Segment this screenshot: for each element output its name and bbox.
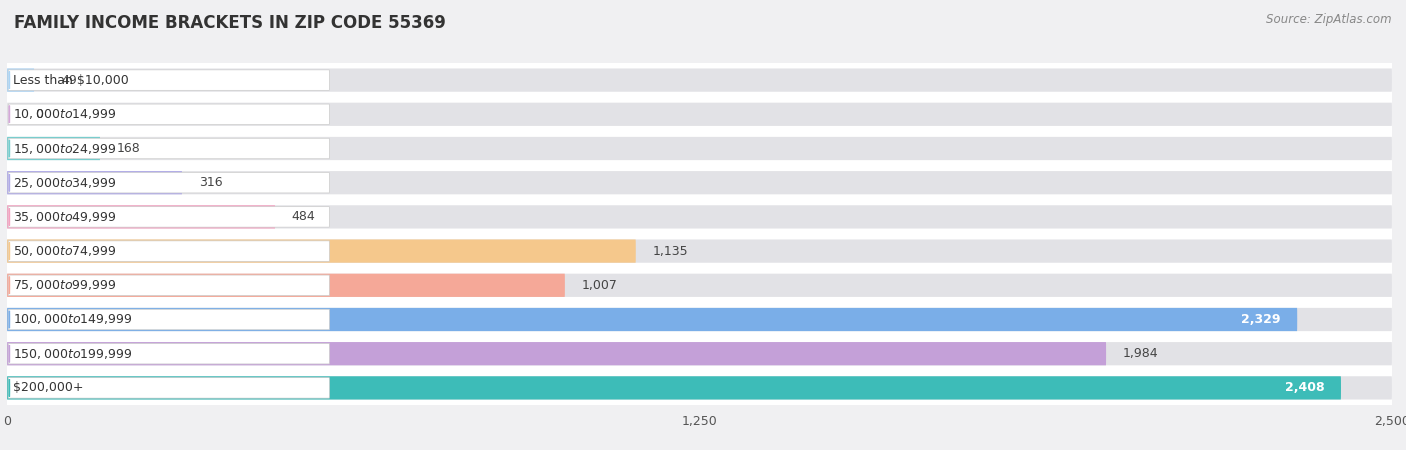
FancyBboxPatch shape bbox=[7, 308, 1298, 331]
FancyBboxPatch shape bbox=[7, 302, 1392, 337]
Text: 316: 316 bbox=[198, 176, 222, 189]
Text: $25,000 to $34,999: $25,000 to $34,999 bbox=[13, 176, 117, 190]
Text: 0: 0 bbox=[35, 108, 42, 121]
Text: 1,007: 1,007 bbox=[582, 279, 617, 292]
FancyBboxPatch shape bbox=[7, 268, 1392, 302]
Text: 49: 49 bbox=[62, 74, 77, 86]
FancyBboxPatch shape bbox=[7, 137, 100, 160]
FancyBboxPatch shape bbox=[7, 337, 1392, 371]
Text: $75,000 to $99,999: $75,000 to $99,999 bbox=[13, 278, 117, 293]
Text: $10,000 to $14,999: $10,000 to $14,999 bbox=[13, 107, 117, 122]
FancyBboxPatch shape bbox=[8, 309, 329, 330]
FancyBboxPatch shape bbox=[8, 343, 329, 364]
Text: $200,000+: $200,000+ bbox=[13, 382, 83, 394]
FancyBboxPatch shape bbox=[7, 239, 636, 263]
FancyBboxPatch shape bbox=[7, 205, 276, 229]
FancyBboxPatch shape bbox=[7, 97, 1392, 131]
FancyBboxPatch shape bbox=[7, 137, 1392, 160]
FancyBboxPatch shape bbox=[7, 274, 565, 297]
FancyBboxPatch shape bbox=[7, 342, 1392, 365]
Text: 2,329: 2,329 bbox=[1241, 313, 1281, 326]
FancyBboxPatch shape bbox=[7, 239, 1392, 263]
FancyBboxPatch shape bbox=[7, 205, 1392, 229]
FancyBboxPatch shape bbox=[7, 234, 1392, 268]
FancyBboxPatch shape bbox=[8, 241, 329, 261]
FancyBboxPatch shape bbox=[7, 376, 1392, 400]
FancyBboxPatch shape bbox=[7, 342, 1107, 365]
FancyBboxPatch shape bbox=[8, 275, 329, 296]
Text: 1,984: 1,984 bbox=[1123, 347, 1159, 360]
FancyBboxPatch shape bbox=[7, 131, 1392, 166]
FancyBboxPatch shape bbox=[7, 274, 1392, 297]
FancyBboxPatch shape bbox=[7, 171, 183, 194]
FancyBboxPatch shape bbox=[7, 308, 1392, 331]
Text: Less than $10,000: Less than $10,000 bbox=[13, 74, 129, 86]
FancyBboxPatch shape bbox=[7, 63, 1392, 97]
Text: 2,408: 2,408 bbox=[1285, 382, 1324, 394]
FancyBboxPatch shape bbox=[7, 68, 34, 92]
FancyBboxPatch shape bbox=[7, 166, 1392, 200]
FancyBboxPatch shape bbox=[8, 378, 329, 398]
FancyBboxPatch shape bbox=[8, 70, 329, 90]
FancyBboxPatch shape bbox=[7, 376, 1341, 400]
Text: 168: 168 bbox=[117, 142, 141, 155]
FancyBboxPatch shape bbox=[8, 207, 329, 227]
FancyBboxPatch shape bbox=[7, 371, 1392, 405]
Text: $100,000 to $149,999: $100,000 to $149,999 bbox=[13, 312, 132, 327]
FancyBboxPatch shape bbox=[8, 104, 329, 125]
FancyBboxPatch shape bbox=[8, 172, 329, 193]
FancyBboxPatch shape bbox=[7, 68, 1392, 92]
FancyBboxPatch shape bbox=[7, 171, 1392, 194]
Text: $150,000 to $199,999: $150,000 to $199,999 bbox=[13, 346, 132, 361]
FancyBboxPatch shape bbox=[7, 200, 1392, 234]
Text: FAMILY INCOME BRACKETS IN ZIP CODE 55369: FAMILY INCOME BRACKETS IN ZIP CODE 55369 bbox=[14, 14, 446, 32]
FancyBboxPatch shape bbox=[7, 103, 1392, 126]
Text: 1,135: 1,135 bbox=[652, 245, 688, 257]
Text: 484: 484 bbox=[292, 211, 315, 223]
Text: Source: ZipAtlas.com: Source: ZipAtlas.com bbox=[1267, 14, 1392, 27]
FancyBboxPatch shape bbox=[8, 138, 329, 159]
Text: $35,000 to $49,999: $35,000 to $49,999 bbox=[13, 210, 117, 224]
Text: $15,000 to $24,999: $15,000 to $24,999 bbox=[13, 141, 117, 156]
Text: $50,000 to $74,999: $50,000 to $74,999 bbox=[13, 244, 117, 258]
